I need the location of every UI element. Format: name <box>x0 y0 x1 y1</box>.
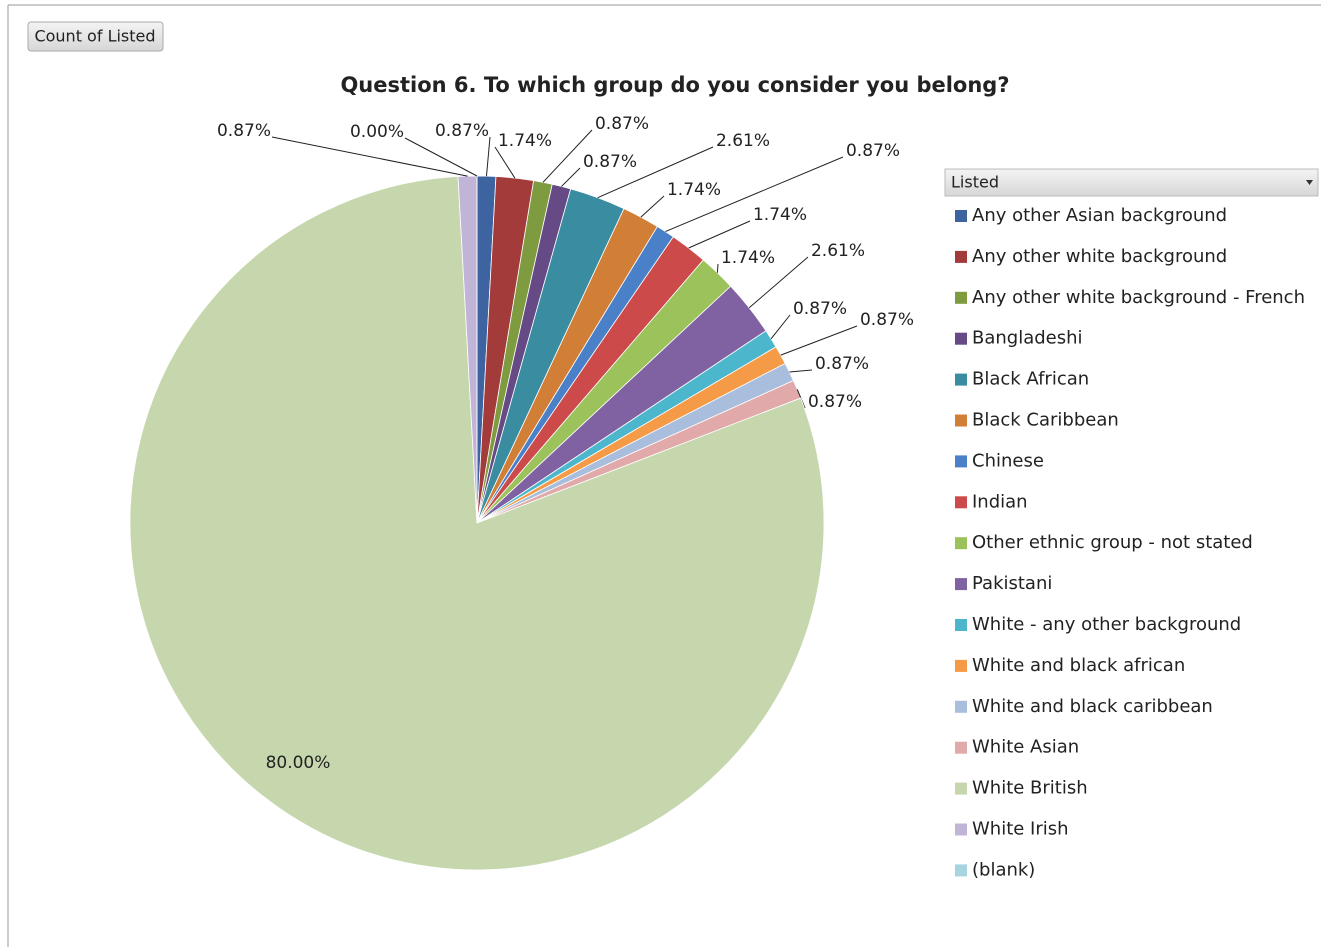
legend-label: Bangladeshi <box>972 328 1083 349</box>
legend-swatch <box>955 414 967 427</box>
data-label: 0.87% <box>217 121 271 141</box>
data-label: 0.87% <box>815 354 869 374</box>
data-label: 0.87% <box>595 114 649 134</box>
leader-line <box>688 220 751 249</box>
legend-label: Any other Asian background <box>972 205 1227 226</box>
legend-swatch <box>955 537 967 550</box>
data-label: 1.74% <box>721 248 775 268</box>
legend-swatch <box>955 332 967 345</box>
leader-line <box>597 146 714 199</box>
legend-swatch <box>955 823 967 836</box>
legend-label: Indian <box>972 491 1028 512</box>
data-label: 0.87% <box>583 152 637 172</box>
legend-swatch <box>955 496 967 509</box>
leader-line <box>542 129 593 183</box>
legend-header[interactable] <box>944 168 1319 197</box>
legend-swatch <box>955 578 967 591</box>
legend-swatch <box>955 700 967 713</box>
legend-label: White Asian <box>972 737 1079 758</box>
data-label: 1.74% <box>667 180 721 200</box>
data-label: 0.87% <box>435 121 489 141</box>
legend-label: (blank) <box>972 859 1035 880</box>
leader-line <box>748 256 809 309</box>
dropdown-arrow[interactable] <box>1306 180 1313 185</box>
legend-swatch <box>955 619 967 631</box>
legend-swatch <box>955 864 967 877</box>
field-button[interactable] <box>27 21 164 52</box>
legend-swatch <box>955 291 967 304</box>
leader-line <box>770 314 791 340</box>
leader-line <box>485 136 491 177</box>
leader-line <box>780 325 858 356</box>
pie-slice <box>129 176 825 871</box>
data-label: 0.87% <box>846 141 900 161</box>
leader-line <box>494 146 516 179</box>
legend-label: Black Caribbean <box>972 410 1119 431</box>
leader-line <box>716 263 719 273</box>
field-button-label[interactable]: Count of Listed <box>34 27 155 46</box>
legend-swatch <box>955 210 967 222</box>
legend-swatch <box>955 455 967 468</box>
data-label: 0.87% <box>860 310 914 330</box>
leader-line <box>665 156 844 233</box>
data-label: 2.61% <box>716 131 770 151</box>
data-label: 1.74% <box>498 131 552 151</box>
legend-label: Any other white background <box>972 246 1227 267</box>
legend-label: White and black caribbean <box>972 696 1213 717</box>
legend-swatch <box>955 659 967 672</box>
legend-label: White and black african <box>972 655 1185 676</box>
legend-swatch <box>955 250 967 263</box>
chart-title: Question 6. To which group do you consid… <box>340 73 1009 97</box>
legend-label: White British <box>972 778 1088 799</box>
data-label: 0.87% <box>793 299 847 319</box>
legend-label: Pakistani <box>972 573 1052 594</box>
leader-line <box>640 195 665 218</box>
legend-swatch <box>955 741 967 754</box>
legend-label: Any other white background - French <box>972 287 1305 308</box>
leader-line <box>271 136 468 177</box>
legend-label: White - any other background <box>972 614 1241 635</box>
data-label: 1.74% <box>753 205 807 225</box>
legend-label: White Irish <box>972 819 1069 840</box>
legend-label: Other ethnic group - not stated <box>972 532 1253 553</box>
legend-label: Black African <box>972 369 1089 390</box>
legend-swatch <box>955 782 967 795</box>
data-label: 80.00% <box>266 753 331 773</box>
data-label: 0.87% <box>808 392 862 412</box>
legend-label: Chinese <box>972 450 1044 471</box>
legend-swatch <box>955 373 967 386</box>
leader-line <box>404 137 478 177</box>
legend-title: Listed <box>951 173 999 192</box>
leader-line <box>789 369 813 373</box>
leader-line <box>561 167 581 187</box>
data-label: 2.61% <box>811 241 865 261</box>
data-label: 0.00% <box>350 122 404 142</box>
